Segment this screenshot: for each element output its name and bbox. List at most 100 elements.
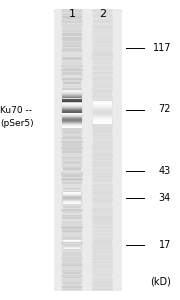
Bar (63, 96, 81, 98)
Bar (62, 227, 82, 229)
Bar (92, 198, 113, 199)
Bar (62, 137, 82, 139)
Bar (92, 58, 113, 60)
Bar (62, 55, 82, 57)
Bar (92, 224, 113, 226)
Bar (62, 253, 82, 254)
Bar (93, 117, 112, 119)
Bar (93, 140, 113, 142)
Bar (93, 27, 113, 29)
Bar (62, 90, 82, 91)
Bar (93, 181, 112, 182)
Bar (93, 48, 112, 50)
Bar (62, 127, 82, 129)
Bar (93, 72, 113, 74)
Bar (92, 124, 113, 126)
Bar (62, 151, 82, 153)
Bar (93, 50, 112, 51)
Bar (63, 240, 81, 242)
Bar (62, 218, 82, 219)
Bar (63, 161, 81, 163)
Bar (62, 195, 82, 197)
Bar (92, 286, 113, 288)
Bar (62, 160, 82, 161)
Bar (62, 44, 82, 46)
Bar (62, 103, 82, 104)
Bar (62, 234, 82, 236)
Bar (93, 65, 112, 67)
Bar (93, 214, 112, 216)
Bar (93, 150, 112, 152)
Bar (61, 74, 83, 75)
Bar (62, 182, 82, 184)
Bar (93, 131, 112, 133)
Bar (61, 47, 83, 49)
Bar (62, 88, 82, 89)
Bar (93, 62, 112, 64)
Bar (62, 214, 82, 216)
Bar (92, 233, 113, 235)
Bar (93, 21, 112, 23)
Bar (92, 67, 113, 68)
Bar (93, 202, 112, 204)
Bar (62, 23, 82, 25)
Bar (93, 274, 112, 275)
Bar (92, 47, 113, 49)
Bar (63, 40, 81, 41)
Bar (61, 257, 83, 259)
Bar (62, 115, 82, 116)
Bar (92, 178, 113, 180)
Bar (63, 133, 81, 134)
Bar (62, 236, 82, 237)
Bar (93, 285, 112, 287)
Bar (62, 110, 82, 112)
Bar (93, 40, 113, 41)
Bar (93, 213, 113, 215)
Bar (62, 113, 82, 114)
Bar (92, 86, 113, 88)
Bar (93, 45, 112, 47)
Bar (62, 50, 82, 51)
Bar (62, 103, 82, 105)
Bar (62, 123, 82, 124)
Bar (62, 269, 82, 271)
Bar (62, 181, 82, 182)
Bar (92, 284, 113, 285)
Bar (93, 143, 112, 144)
Bar (92, 102, 113, 103)
Bar (62, 64, 82, 65)
Bar (61, 198, 83, 199)
Bar (61, 9, 83, 291)
Bar (62, 48, 82, 50)
Bar (62, 152, 82, 154)
Bar (92, 55, 113, 57)
Bar (63, 190, 81, 192)
Bar (62, 154, 82, 156)
Bar (62, 189, 82, 191)
Bar (62, 175, 82, 177)
Bar (62, 102, 82, 103)
Bar (92, 26, 113, 27)
Bar (62, 26, 82, 27)
Bar (93, 16, 112, 17)
Bar (63, 99, 81, 101)
Bar (93, 100, 112, 102)
Bar (93, 246, 112, 247)
Bar (62, 205, 82, 206)
Bar (63, 82, 81, 84)
Bar (92, 155, 113, 157)
Bar (93, 120, 112, 122)
Bar (92, 210, 113, 212)
Bar (92, 33, 113, 35)
Bar (92, 174, 113, 176)
Bar (61, 24, 83, 26)
Bar (92, 258, 113, 260)
Bar (62, 192, 82, 194)
Bar (93, 75, 112, 77)
Bar (62, 208, 82, 209)
Text: 117: 117 (152, 43, 171, 53)
Bar (92, 169, 113, 171)
Bar (92, 247, 113, 249)
Bar (61, 119, 83, 120)
Bar (62, 116, 82, 118)
